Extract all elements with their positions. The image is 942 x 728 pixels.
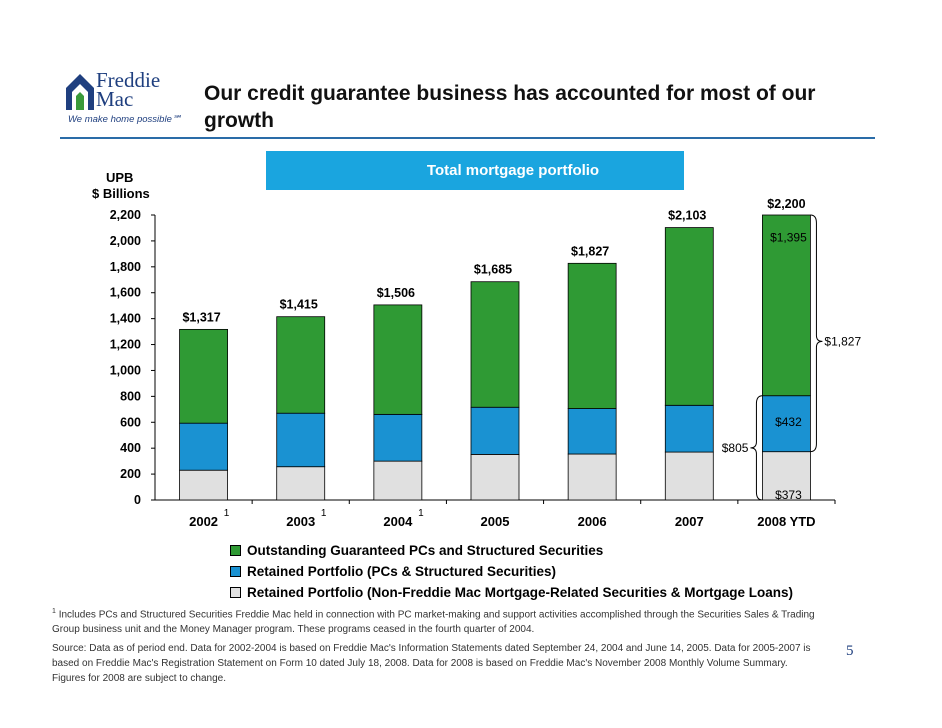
- bar-segment: [276, 466, 326, 501]
- guarantee-total-label: $1,827: [824, 334, 861, 348]
- bar-segment: [276, 316, 326, 414]
- bar-segment: [664, 451, 714, 501]
- bar-segment: [567, 262, 617, 409]
- chart-legend: Outstanding Guaranteed PCs and Structure…: [230, 540, 793, 603]
- bar-total-label: $1,415: [280, 298, 318, 312]
- house-logo-icon: [66, 74, 94, 110]
- y-tick-label: 1,000: [110, 363, 141, 377]
- bar-segment: [567, 408, 617, 455]
- bar-total-label: $1,827: [571, 244, 609, 258]
- bar-segment: [664, 227, 714, 406]
- bar-segment: [470, 453, 520, 501]
- footnote-marker: 1: [224, 508, 230, 519]
- page-number: 5: [846, 643, 854, 659]
- title-divider: [60, 137, 875, 139]
- bar-segment: [179, 422, 228, 471]
- guarantee-brace: [810, 214, 823, 453]
- legend-swatch: [230, 545, 241, 556]
- bar-segment: [179, 328, 228, 424]
- source-note: Source: Data as of period end. Data for …: [52, 643, 811, 684]
- y-tick-label: 0: [134, 493, 141, 507]
- segment-label-gray: $373: [775, 488, 802, 502]
- x-tick-label: 2006: [578, 514, 607, 529]
- legend-label: Retained Portfolio (PCs & Structured Sec…: [247, 564, 557, 579]
- y-tick-label: 400: [120, 441, 141, 455]
- y-tick-label: 1,600: [110, 286, 141, 300]
- x-tick-label: 2002: [189, 514, 218, 529]
- x-tick-label: 2005: [481, 514, 510, 529]
- y-tick-label: 1,800: [110, 260, 141, 274]
- bar-total-label: $2,200: [767, 197, 805, 211]
- y-tick-label: 2,000: [110, 234, 141, 248]
- bar-segment: [664, 404, 714, 453]
- logo-tagline: We make home possible℠: [68, 114, 182, 125]
- bar-total-label: $2,103: [668, 209, 706, 223]
- legend-label: Outstanding Guaranteed PCs and Structure…: [247, 543, 604, 558]
- logo-wordmark-line2: Mac: [96, 87, 134, 111]
- bar-segment: [762, 395, 811, 453]
- bar-segment: [373, 304, 423, 415]
- bar-segment: [179, 469, 228, 501]
- chart-banner-label: Total mortgage portfolio: [426, 162, 600, 179]
- bar-segment: [762, 451, 811, 501]
- y-tick-label: 2,200: [110, 208, 141, 222]
- legend-swatch: [230, 587, 241, 598]
- y-tick-label: 800: [120, 389, 141, 403]
- bar-segment: [470, 406, 520, 455]
- x-tick-label: 2004: [383, 514, 413, 529]
- bar-segment: [470, 281, 520, 408]
- footnote-marker: 1: [52, 608, 56, 615]
- freddie-mac-logo: Freddie Mac We make home possible℠: [66, 68, 186, 128]
- bar-segment: [567, 453, 617, 501]
- segment-label-green: $1,395: [770, 231, 807, 245]
- segment-label-blue: $432: [775, 415, 802, 429]
- legend-item: Outstanding Guaranteed PCs and Structure…: [230, 540, 793, 561]
- footnote-marker: 1: [321, 508, 327, 519]
- footnote-text: Includes PCs and Structured Securities F…: [52, 609, 815, 636]
- bar-total-label: $1,506: [377, 286, 415, 300]
- bar-segment: [762, 214, 811, 397]
- bar-total-label: $1,685: [474, 263, 512, 277]
- logo-wordmark-line1: Freddie: [96, 68, 161, 92]
- y-tick-label: 200: [120, 467, 141, 481]
- retained-brace: [750, 395, 763, 501]
- bar-total-label: $1,317: [182, 310, 220, 324]
- y-axis-title-line1: UPB: [106, 170, 134, 185]
- footnote-marker: 1: [418, 508, 424, 519]
- legend-item: Retained Portfolio (Non-Freddie Mac Mort…: [230, 582, 793, 603]
- chart-banner: Total mortgage portfolio: [266, 151, 684, 190]
- legend-item: Retained Portfolio (PCs & Structured Sec…: [230, 561, 793, 582]
- x-tick-label: 2008 YTD: [757, 514, 815, 529]
- bar-segment: [373, 413, 423, 462]
- legend-swatch: [230, 566, 241, 577]
- y-tick-label: 1,400: [110, 312, 141, 326]
- y-tick-label: 1,200: [110, 338, 141, 352]
- x-tick-label: 2007: [675, 514, 704, 529]
- page-title: Our credit guarantee business has accoun…: [204, 82, 816, 132]
- bar-segment: [373, 460, 423, 501]
- footnote: 1 Includes PCs and Structured Securities…: [52, 604, 827, 637]
- x-tick-label: 2003: [286, 514, 315, 529]
- legend-label: Retained Portfolio (Non-Freddie Mac Mort…: [247, 585, 794, 600]
- retained-total-label: $805: [722, 441, 749, 455]
- y-axis-title-line2: $ Billions: [92, 186, 150, 201]
- bar-segment: [276, 412, 326, 468]
- y-tick-label: 600: [120, 415, 141, 429]
